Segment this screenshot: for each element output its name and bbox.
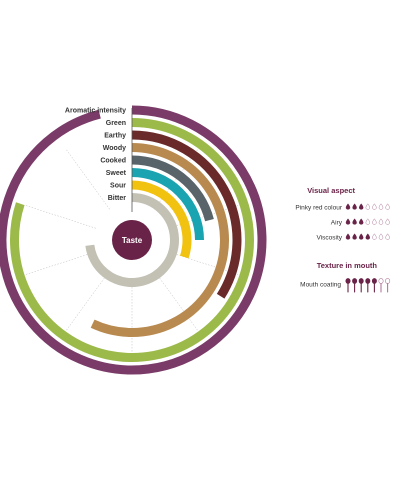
spoke-line bbox=[25, 251, 96, 275]
spoon-filled-icon bbox=[365, 278, 371, 293]
center-disc bbox=[112, 220, 152, 260]
series-arcs bbox=[0, 105, 267, 375]
drop-filled-icon bbox=[359, 218, 364, 225]
visual-label-viscosity: Viscosity bbox=[316, 235, 342, 242]
drop-empty-icon bbox=[372, 203, 377, 210]
visual-label-airy: Airy bbox=[331, 220, 343, 227]
drop-filled-icon bbox=[352, 218, 357, 225]
arc-green bbox=[10, 118, 254, 362]
spoke-line bbox=[65, 149, 110, 210]
drop-empty-icon bbox=[378, 233, 384, 240]
label-bitter: Bitter bbox=[108, 195, 127, 202]
arc-woody bbox=[90, 143, 229, 337]
spoke-line bbox=[25, 205, 96, 229]
texture-title: Texture in mouth bbox=[317, 261, 378, 270]
spoon-empty-icon bbox=[378, 278, 384, 293]
drop-empty-icon bbox=[385, 233, 390, 240]
drop-empty-icon bbox=[365, 203, 370, 210]
drop-filled-icon bbox=[352, 233, 357, 240]
label-cooked: Cooked bbox=[100, 158, 126, 165]
arc-earthy bbox=[131, 130, 242, 299]
arc-sour bbox=[131, 180, 192, 259]
drop-filled-icon bbox=[352, 203, 357, 210]
drop-empty-icon bbox=[385, 218, 390, 225]
drop-filled-icon bbox=[365, 233, 370, 240]
label-sweet: Sweet bbox=[106, 170, 127, 177]
spoon-filled-icon bbox=[345, 278, 351, 293]
visual-aspect-title: Visual aspect bbox=[307, 186, 355, 195]
texture-label-mouth-coating: Mouth coating bbox=[300, 282, 341, 289]
drop-filled-icon bbox=[359, 203, 364, 210]
spoke-lines bbox=[25, 149, 239, 352]
center-label: Taste bbox=[122, 236, 143, 245]
arc-cooked bbox=[131, 155, 214, 222]
drop-empty-icon bbox=[372, 218, 377, 225]
visual-label-pinky-red-colour: Pinky red colour bbox=[295, 205, 342, 212]
drop-filled-icon bbox=[345, 218, 351, 225]
drop-empty-icon bbox=[378, 203, 384, 210]
arc-aromatic-intensity bbox=[0, 105, 267, 375]
arc-sweet bbox=[131, 168, 204, 241]
label-aromatic-intensity: Aromatic intensity bbox=[65, 108, 126, 115]
arc-bitter bbox=[85, 193, 179, 287]
label-woody: Woody bbox=[103, 145, 126, 152]
spoke-line bbox=[168, 251, 239, 275]
spoke-line bbox=[154, 270, 199, 331]
drop-empty-icon bbox=[378, 218, 384, 225]
label-sour: Sour bbox=[110, 183, 126, 190]
label-green: Green bbox=[106, 120, 126, 127]
drop-empty-icon bbox=[385, 203, 390, 210]
series-labels: Aromatic intensity Green Earthy Woody Cooked… bbox=[65, 108, 127, 203]
drop-empty-icon bbox=[365, 218, 370, 225]
spoke-line bbox=[65, 270, 110, 331]
spoon-filled-icon bbox=[352, 278, 358, 293]
drop-filled-icon bbox=[359, 233, 364, 240]
spoon-empty-icon bbox=[385, 278, 391, 293]
drop-filled-icon bbox=[345, 203, 351, 210]
spoon-filled-icon bbox=[358, 278, 364, 293]
label-earthy: Earthy bbox=[104, 133, 126, 140]
drop-empty-icon bbox=[372, 233, 377, 240]
visual-aspect-list: Pinky red colour Airy Viscosity bbox=[295, 203, 390, 242]
spoke-line bbox=[168, 205, 239, 229]
drop-filled-icon bbox=[345, 233, 351, 240]
texture-list: Mouth coating bbox=[300, 278, 391, 293]
spoon-filled-icon bbox=[371, 278, 377, 293]
spoke-line bbox=[154, 149, 199, 210]
